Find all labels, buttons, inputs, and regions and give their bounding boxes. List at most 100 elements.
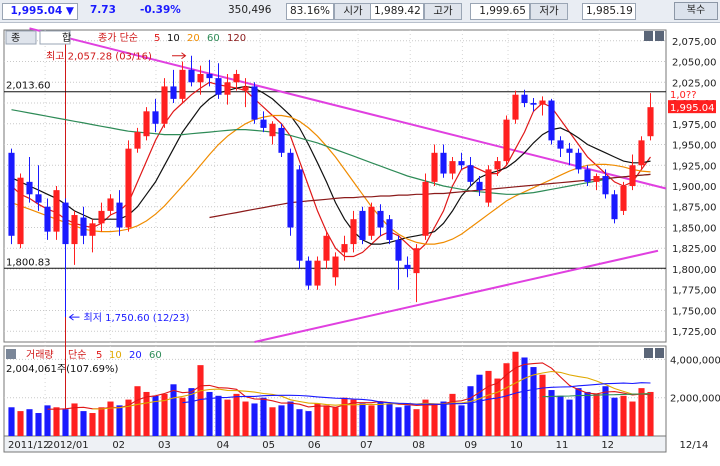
volume-bar — [152, 395, 159, 436]
volume-bar — [575, 388, 582, 436]
volume-bar — [458, 405, 465, 436]
candle-body — [188, 69, 195, 83]
candle-body — [323, 235, 330, 261]
volume-bar — [323, 405, 330, 436]
volume-bar — [584, 391, 591, 436]
candle-body — [395, 239, 402, 261]
volume-bar — [368, 405, 375, 436]
current-price-partial-label: 1,0?? — [670, 90, 697, 101]
candle-body — [107, 198, 114, 211]
volume-legend-period-10: 10 — [109, 350, 122, 361]
x-tick-label: 12/14 — [680, 440, 709, 451]
volume-bar — [638, 388, 645, 436]
candle-body — [584, 169, 591, 182]
volume-moving-average-60 — [542, 393, 651, 398]
candle-body — [494, 161, 501, 170]
volume-panel-close-icon — [655, 348, 664, 358]
price-tick-label: 1,800,00 — [672, 265, 717, 276]
x-tick-label: 03 — [158, 440, 171, 451]
candle-body — [314, 260, 321, 286]
volume-bar — [395, 407, 402, 436]
candle-body — [134, 132, 141, 149]
volume-bar — [512, 351, 519, 436]
candle-body — [332, 256, 339, 278]
current-price: 1,995.04 — [10, 5, 63, 17]
multi-button[interactable]: 복수 — [674, 2, 718, 20]
price-tick-label: 1,900,00 — [672, 182, 717, 193]
candle-body — [152, 111, 159, 124]
moving-average-60 — [11, 109, 651, 195]
current-volume-label: 2,004,061주(107.69%) — [6, 364, 118, 375]
volume-bar — [62, 409, 69, 436]
price-tick-label: 2,025,00 — [672, 78, 717, 89]
volume-bar — [647, 391, 654, 436]
volume-bar — [170, 384, 177, 436]
change-down-icon: ▼ — [65, 5, 74, 17]
volume-bar — [71, 403, 78, 436]
x-tick-label: 02 — [112, 440, 125, 451]
candle-body — [44, 206, 51, 232]
volume-bar — [269, 407, 276, 436]
price-tick-label: 1,750,00 — [672, 306, 717, 317]
candle-body — [359, 210, 366, 240]
candle-body — [521, 94, 528, 104]
candle-body — [251, 86, 258, 120]
volume-bar — [566, 399, 573, 436]
x-tick-label: 07 — [360, 440, 373, 451]
candle-body — [530, 103, 537, 105]
volume-bar — [530, 367, 537, 436]
candle-body — [539, 100, 546, 105]
legend-period-120: 120 — [227, 33, 246, 44]
legend-period-5: 5 — [154, 33, 160, 44]
low-annotation-arrow — [68, 313, 80, 321]
price-tick-label: 1,725,00 — [672, 327, 717, 338]
candle-body — [98, 210, 105, 224]
candle-body — [611, 194, 618, 220]
price-tick-label: 1,975,00 — [672, 120, 717, 131]
high-annotation-arrow — [172, 52, 187, 60]
candle-body — [422, 181, 429, 236]
candle-body — [53, 190, 60, 232]
price-tick-label: 1,825,00 — [672, 244, 717, 255]
candle-body — [575, 152, 582, 170]
volume-bar — [503, 363, 510, 436]
candle-body — [233, 73, 240, 83]
x-tick-label: 05 — [262, 440, 275, 451]
volume-bar — [602, 386, 609, 436]
candle-body — [512, 94, 519, 120]
volume-bar — [629, 401, 636, 436]
volume-bar — [332, 407, 339, 436]
x-tick-label: 10 — [510, 440, 523, 451]
volume-panel-settings-icon — [644, 348, 653, 358]
volume-bar — [17, 411, 24, 436]
open-label: 시가 — [334, 3, 372, 20]
candle-body — [440, 152, 447, 174]
volume-bar — [53, 407, 60, 436]
candle-body — [548, 100, 555, 141]
volume-moving-average-10 — [92, 370, 651, 410]
volume-bar — [386, 403, 393, 436]
x-tick-label: 08 — [412, 440, 425, 451]
volume-bar — [143, 391, 150, 436]
x-tick-label: 12 — [601, 440, 614, 451]
candle-body — [602, 176, 609, 195]
candle-body — [143, 111, 150, 137]
candle-body — [413, 248, 420, 274]
candle-body — [179, 69, 186, 99]
high-annotation-label: 최고 2,057.28 (03/16) — [46, 51, 152, 63]
price-tick-label: 1,950,00 — [672, 141, 717, 152]
volume-bar — [557, 395, 564, 436]
volume-bar — [404, 405, 411, 436]
candle-body — [350, 219, 357, 245]
candle-body — [17, 177, 24, 245]
volume-bar — [35, 413, 42, 436]
volume-bar — [431, 403, 438, 436]
volume-bar — [359, 403, 366, 436]
volume-bar — [98, 407, 105, 436]
volume-bar — [449, 393, 456, 436]
volume-legend-sublabel: 단순 — [68, 349, 86, 361]
candle-body — [377, 210, 384, 228]
volume-tick-label: 2,000,000 — [670, 394, 720, 405]
candle-body — [557, 140, 564, 149]
volume-bar — [296, 409, 303, 436]
